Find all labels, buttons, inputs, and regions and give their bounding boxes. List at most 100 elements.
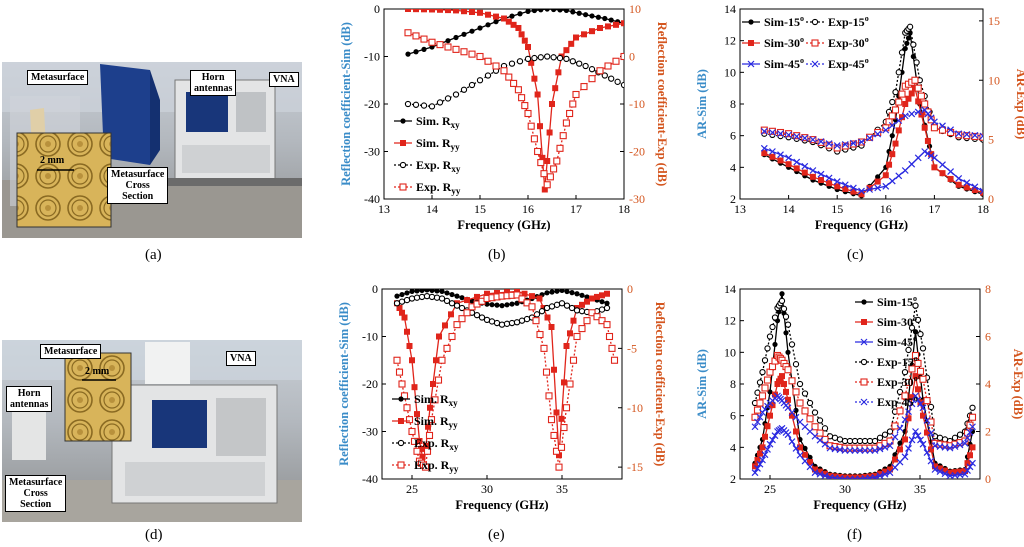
series-group [393, 289, 619, 471]
series-point-2 [921, 148, 929, 155]
series-point-2 [478, 314, 486, 321]
series-point-1 [932, 463, 938, 470]
series-point-2 [408, 295, 416, 302]
series-point-1 [887, 466, 893, 473]
series-point-2 [941, 470, 949, 478]
series-point-3 [610, 356, 619, 364]
legend-label-4: Exp-30o [828, 35, 869, 50]
series-point-1 [536, 295, 543, 302]
series-point-0 [409, 289, 415, 294]
series-point-2 [891, 463, 899, 471]
legend-label-2: Sim-45o [764, 56, 804, 71]
series-point-3 [458, 315, 466, 323]
series-point-3 [788, 341, 796, 348]
series-point-5 [760, 127, 768, 135]
series-point-4 [776, 128, 785, 137]
series-point-1 [897, 446, 903, 453]
series-point-2 [901, 167, 909, 174]
series-point-2 [433, 294, 441, 301]
series-point-1 [762, 433, 768, 440]
legend-label-4: Exp-30o [877, 374, 918, 389]
series-point-5 [901, 416, 909, 424]
series-point-0 [461, 31, 467, 37]
series-point-1 [847, 474, 853, 479]
y-tick-label: 2 [730, 192, 736, 206]
series-point-3 [927, 403, 935, 411]
series-point-1 [937, 465, 943, 472]
series-point-3 [453, 321, 461, 329]
series-point-0 [394, 293, 400, 299]
series-point-2 [841, 475, 849, 479]
y2-tick-label: 10 [629, 2, 641, 16]
label-scale-d: 2 mm [85, 366, 110, 377]
x-tick-label: 13 [734, 202, 746, 216]
legend-label-3: Exp-15o [877, 354, 918, 369]
series-point-4 [968, 413, 977, 421]
series-point-1 [962, 468, 968, 475]
series-point-0 [404, 290, 410, 296]
series-point-0 [912, 329, 919, 335]
series-point-0 [449, 291, 455, 298]
series-point-4 [938, 126, 947, 134]
y2-tick-label: 0 [627, 282, 633, 296]
series-point-1 [563, 47, 570, 54]
series-point-2 [947, 168, 955, 175]
series-point-3 [896, 388, 904, 396]
series-point-0 [563, 9, 569, 14]
series-point-0 [454, 293, 460, 299]
series-point-5 [754, 418, 761, 426]
y-tick-label: 6 [730, 129, 736, 143]
series-point-5 [825, 140, 833, 148]
caption-b: (b) [488, 247, 506, 263]
series-point-5 [914, 108, 922, 116]
series-point-3 [573, 332, 581, 341]
series-point-1 [485, 11, 491, 18]
series-point-2 [498, 321, 506, 328]
series-point-5 [919, 404, 927, 412]
series-point-4 [963, 132, 971, 140]
series-point-2 [453, 302, 461, 309]
y-tick-label: 2 [730, 472, 736, 486]
series-point-2 [882, 182, 890, 190]
series-point-1 [501, 15, 507, 22]
series-point-3 [620, 52, 624, 61]
series-point-5 [851, 447, 859, 454]
series-point-4 [955, 131, 963, 139]
series-point-2 [886, 469, 894, 477]
series-point-0 [772, 341, 778, 348]
series-point-4 [979, 133, 983, 141]
series-point-1 [409, 357, 415, 364]
series-point-4 [930, 124, 938, 132]
series-point-1 [453, 9, 459, 14]
series-point-1 [570, 317, 577, 324]
legend-label-2: Exp. Rxy [416, 158, 461, 174]
legend: Sim. Rxy Sim. Ryy Exp. Rxy Exp. Ryy [392, 392, 459, 474]
series-point-1 [818, 177, 824, 183]
legend-marker-0 [398, 396, 404, 402]
legend-marker-1 [861, 319, 867, 325]
series-point-3 [540, 170, 548, 178]
legend-marker-1 [400, 140, 406, 146]
series-point-1 [842, 185, 849, 192]
series-point-2 [543, 304, 551, 312]
label-metasurface-d: Metasurface [40, 344, 102, 359]
series-point-3 [756, 379, 764, 386]
series-point-2 [569, 58, 576, 65]
series-point-1 [955, 181, 962, 188]
series-point-3 [532, 317, 540, 325]
chart-e: 25 30 35 -40 -30 -20 -10 0 -15 -10 -5 0 Frequency (G… [337, 282, 667, 512]
series-point-3 [598, 317, 606, 325]
series-point-0 [599, 299, 605, 305]
series-point-1 [827, 472, 833, 479]
series-point-2 [858, 187, 865, 195]
series-point-0 [531, 9, 537, 14]
series-point-3 [801, 390, 809, 397]
series-point-1 [448, 311, 454, 318]
series-point-1 [817, 468, 823, 475]
series-point-1 [947, 175, 954, 182]
series-point-0 [779, 291, 785, 297]
series-point-3 [936, 434, 944, 441]
series-point-0 [802, 445, 808, 451]
series-point-5 [756, 413, 764, 421]
series-point-2 [816, 470, 824, 478]
